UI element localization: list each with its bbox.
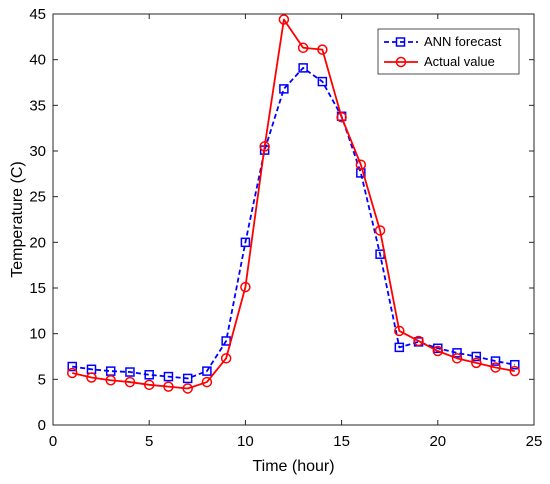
data-point-ann-forecast — [490, 356, 501, 366]
data-point-actual-value — [317, 44, 328, 55]
data-point-actual-value — [124, 376, 136, 388]
data-point-actual-value — [163, 381, 174, 392]
legend-ann-square-marker — [395, 37, 406, 47]
data-point-actual-value — [432, 345, 444, 357]
x-tick-label: 5 — [145, 433, 153, 450]
y-tick-label: 30 — [29, 143, 46, 160]
data-point-actual-value — [201, 376, 213, 388]
data-point-ann-forecast — [125, 367, 135, 377]
data-point-ann-forecast — [163, 371, 174, 382]
data-point-ann-forecast — [452, 348, 462, 358]
data-point-actual-value — [66, 367, 78, 379]
data-point-actual-value — [143, 379, 155, 391]
data-point-ann-forecast — [510, 359, 520, 370]
data-point-ann-forecast — [144, 370, 154, 380]
data-point-actual-value — [451, 353, 463, 364]
y-tick-label: 5 — [38, 371, 46, 388]
legend-actual-label: Actual value — [424, 54, 495, 69]
data-point-ann-forecast — [394, 342, 405, 353]
x-tick-label: 0 — [49, 433, 57, 450]
series-ann-forecast — [67, 63, 520, 384]
data-point-ann-forecast — [471, 351, 482, 362]
data-point-actual-value — [509, 365, 521, 377]
data-point-actual-value — [394, 325, 405, 337]
data-point-actual-value — [240, 281, 251, 293]
x-tick-label: 20 — [429, 433, 446, 450]
x-axis-label: Time (hour) — [252, 458, 334, 475]
y-tick-label: 10 — [29, 326, 46, 343]
axis-ticks: 0 5 10 15 20 25 0 5 10 15 20 25 30 35 40 45 — [29, 6, 542, 450]
y-tick-label: 35 — [29, 97, 46, 114]
series-line-ann-forecast — [72, 66, 515, 380]
data-point-actual-value — [86, 372, 97, 383]
x-tick-label: 10 — [237, 433, 254, 450]
series-actual-value — [66, 14, 521, 394]
data-point-ann-forecast — [182, 373, 193, 384]
data-point-actual-value — [278, 14, 290, 25]
y-axis-label: Temperature (C) — [9, 161, 26, 277]
y-tick-label: 40 — [29, 52, 46, 69]
legend: ANN forecast Actual value — [377, 28, 520, 75]
y-tick-label: 20 — [29, 234, 46, 251]
data-point-actual-value — [355, 159, 367, 170]
legend-ann-label: ANN forecast — [424, 34, 502, 49]
data-point-actual-value — [182, 383, 193, 394]
y-tick-label: 0 — [38, 417, 46, 434]
data-point-actual-value — [490, 362, 501, 373]
data-point-ann-forecast — [279, 84, 289, 94]
data-point-actual-value — [336, 111, 347, 123]
x-tick-label: 15 — [333, 433, 350, 450]
data-point-actual-value — [413, 335, 424, 347]
x-tick-label: 25 — [526, 433, 543, 450]
data-point-ann-forecast — [202, 366, 212, 376]
data-point-ann-forecast — [317, 76, 328, 87]
y-tick-label: 25 — [29, 189, 46, 206]
data-point-actual-value — [259, 141, 270, 152]
data-point-actual-value — [105, 374, 116, 386]
data-point-ann-forecast — [298, 63, 308, 73]
series-line-actual-value — [72, 18, 515, 390]
plot-area-frame — [52, 13, 535, 426]
data-point-actual-value — [297, 42, 309, 54]
data-point-actual-value — [471, 357, 482, 369]
data-point-ann-forecast — [240, 237, 251, 248]
y-tick-label: 15 — [29, 280, 46, 297]
legend-actual-circle-marker — [395, 56, 407, 68]
data-point-actual-value — [220, 353, 232, 364]
y-tick-label: 45 — [29, 6, 46, 23]
data-point-ann-forecast — [67, 361, 77, 372]
data-point-actual-value — [374, 225, 386, 236]
chart-series — [66, 14, 521, 394]
